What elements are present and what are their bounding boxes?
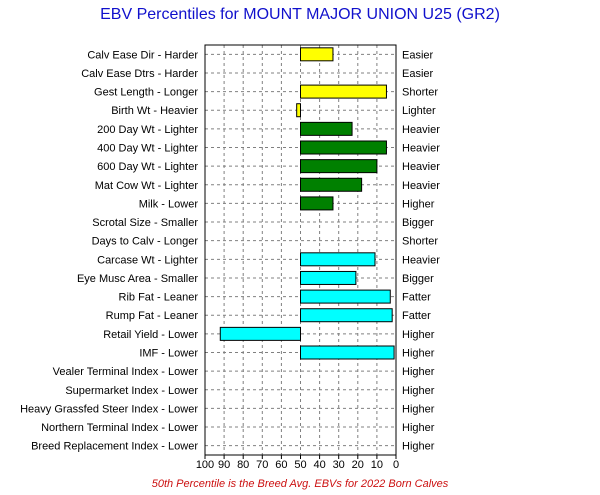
- x-tick-label: 30: [333, 459, 345, 471]
- category-label-left: Milk - Lower: [139, 198, 199, 210]
- category-label-left: Retail Yield - Lower: [103, 329, 198, 341]
- bar: [300, 308, 393, 323]
- chart-footnote: 50th Percentile is the Breed Avg. EBVs f…: [151, 478, 449, 490]
- bars: [219, 47, 395, 360]
- category-label-left: Days to Calv - Longer: [92, 236, 199, 248]
- category-label-right: Easier: [402, 49, 434, 61]
- category-label-right: Higher: [402, 329, 435, 341]
- category-label-left: Scrotal Size - Smaller: [92, 217, 198, 229]
- category-label-right: Heavier: [402, 161, 440, 173]
- x-tick-label: 90: [218, 459, 230, 471]
- x-tick-label: 50: [294, 459, 306, 471]
- category-label-left: IMF - Lower: [139, 348, 198, 360]
- x-tick-label: 10: [371, 459, 383, 471]
- bar: [300, 177, 363, 192]
- plot-frame: [204, 44, 397, 456]
- x-tick-label: 40: [313, 459, 325, 471]
- chart-title: EBV Percentiles for MOUNT MAJOR UNION U2…: [100, 6, 500, 23]
- category-label-right: Higher: [402, 348, 435, 360]
- category-label-right: Higher: [402, 385, 435, 397]
- x-tick-label: 20: [352, 459, 364, 471]
- category-label-left: 600 Day Wt - Lighter: [97, 161, 198, 173]
- category-label-left: Carcase Wt - Lighter: [97, 254, 198, 266]
- category-label-right: Lighter: [402, 105, 436, 117]
- category-label-right: Shorter: [402, 236, 438, 248]
- category-label-left: Calv Ease Dir - Harder: [87, 49, 198, 61]
- x-tick-label: 0: [393, 459, 399, 471]
- bar: [300, 84, 387, 99]
- category-label-left: Calv Ease Dtrs - Harder: [81, 68, 198, 80]
- x-tick-label: 70: [256, 459, 268, 471]
- category-label-left: Supermarket Index - Lower: [65, 385, 198, 397]
- category-label-right: Bigger: [402, 273, 434, 285]
- category-label-left: Vealer Terminal Index - Lower: [53, 366, 199, 378]
- category-label-right: Shorter: [402, 87, 438, 99]
- category-label-right: Higher: [402, 422, 435, 434]
- x-axis-ticks: 100 90 80 70 60 50 40 30 20 10 0: [196, 455, 399, 471]
- category-label-left: Heavy Grassfed Steer Index - Lower: [20, 403, 198, 415]
- category-label-left: 400 Day Wt - Lighter: [97, 143, 198, 155]
- category-label-left: Breed Replacement Index - Lower: [31, 441, 198, 453]
- category-label-right: Higher: [402, 366, 435, 378]
- category-label-right: Bigger: [402, 217, 434, 229]
- category-label-left: Eye Musc Area - Smaller: [77, 273, 198, 285]
- category-label-right: Heavier: [402, 254, 440, 266]
- category-labels: Calv Ease Dir - Harder Easier Calv Ease Dt…: [20, 49, 440, 452]
- category-label-left: Northern Terminal Index - Lower: [41, 422, 198, 434]
- bar: [300, 47, 334, 62]
- bar: [300, 289, 391, 304]
- category-label-left: 200 Day Wt - Lighter: [97, 124, 198, 136]
- category-label-right: Fatter: [402, 310, 431, 322]
- category-label-right: Easier: [402, 68, 434, 80]
- x-tick-label: 60: [275, 459, 287, 471]
- category-label-right: Heavier: [402, 180, 440, 192]
- category-label-left: Rib Fat - Leaner: [119, 292, 199, 304]
- bar: [300, 345, 395, 360]
- category-label-right: Higher: [402, 403, 435, 415]
- bar: [300, 140, 387, 155]
- x-tick-label: 100: [196, 459, 214, 471]
- bar: [300, 196, 334, 211]
- category-label-left: Gest Length - Longer: [94, 87, 198, 99]
- category-label-left: Rump Fat - Leaner: [106, 310, 199, 322]
- x-tick-label: 80: [237, 459, 249, 471]
- category-label-left: Birth Wt - Heavier: [111, 105, 198, 117]
- category-label-right: Higher: [402, 198, 435, 210]
- bar: [300, 252, 376, 267]
- category-label-right: Fatter: [402, 292, 431, 304]
- bar: [296, 103, 301, 118]
- category-label-right: Heavier: [402, 124, 440, 136]
- bar: [300, 159, 378, 174]
- category-label-right: Heavier: [402, 143, 440, 155]
- bar: [219, 326, 301, 341]
- bar: [300, 121, 353, 136]
- bar: [300, 270, 357, 285]
- category-label-right: Higher: [402, 441, 435, 453]
- category-label-left: Mat Cow Wt - Lighter: [95, 180, 199, 192]
